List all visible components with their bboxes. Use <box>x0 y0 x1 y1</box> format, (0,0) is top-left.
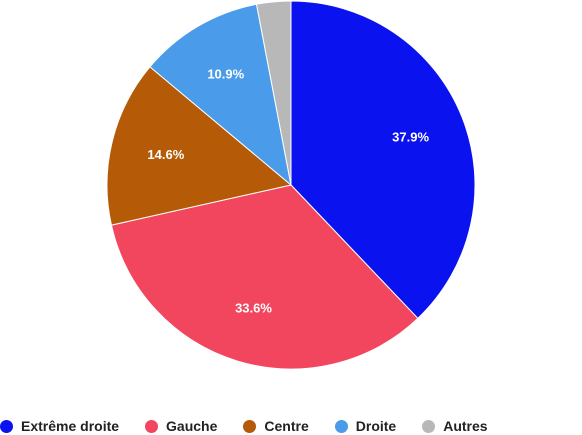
chart-legend: Extrême droite Gauche Centre Droite Autres <box>0 415 582 435</box>
pie-slice-label: 33.6% <box>235 301 272 316</box>
pie-slice-gauche <box>110 184 419 370</box>
legend-marker-icon <box>243 419 257 433</box>
pie-slice-extr-me-droite <box>290 0 476 320</box>
pie-slice-label: 10.9% <box>207 66 244 81</box>
legend-item[interactable]: Extrême droite <box>0 418 119 434</box>
pie-slice-autres <box>255 0 292 186</box>
legend-label: Extrême droite <box>21 418 120 434</box>
pie-slice-label: 14.6% <box>147 147 184 162</box>
legend-marker-icon <box>0 419 13 433</box>
pie-chart-plot: 37.9% 33.6% 14.6% 10.9% <box>106 0 476 370</box>
legend-marker-icon <box>422 419 436 433</box>
legend-label: Centre <box>264 418 309 434</box>
pie-slice-label: 37.9% <box>392 130 429 145</box>
legend-item[interactable]: Autres <box>422 418 488 434</box>
legend-label: Gauche <box>166 418 218 434</box>
pie-slice-labels: 37.9% 33.6% 14.6% 10.9% <box>147 66 429 315</box>
legend-label: Autres <box>443 418 488 434</box>
legend-item[interactable]: Centre <box>243 418 309 434</box>
pie-slice-droite <box>149 3 292 187</box>
legend-marker-icon <box>145 419 159 433</box>
legend-marker-icon <box>334 419 348 433</box>
pie-slices <box>106 0 476 370</box>
legend-item[interactable]: Gauche <box>145 418 217 434</box>
legend-label: Droite <box>355 418 397 434</box>
pie-slice-centre <box>106 66 293 226</box>
legend-item[interactable]: Droite <box>334 418 397 434</box>
